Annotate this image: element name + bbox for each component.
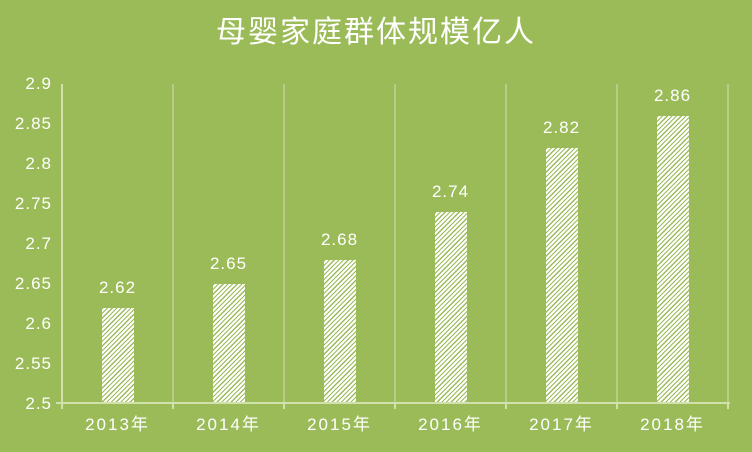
bar (656, 116, 689, 402)
bar-value-label: 2.74 (431, 182, 470, 201)
x-axis-label: 2017年 (529, 415, 594, 434)
bar-value-label: 2.65 (209, 254, 248, 273)
y-axis-label: 2.65 (14, 274, 52, 293)
axis-tick (283, 404, 285, 409)
y-axis-label: 2.9 (25, 74, 52, 93)
category-gridline (616, 84, 618, 404)
bar (212, 284, 245, 402)
bar-value-label: 2.68 (320, 230, 359, 249)
y-axis-label: 2.8 (25, 154, 52, 173)
axis-tick (727, 404, 729, 409)
bar (323, 260, 356, 402)
bar-value-label: 2.82 (542, 118, 581, 137)
y-axis-label: 2.75 (14, 194, 52, 213)
plot-area: 2.62 2013年 2.65 2014年 2.68 2015年 2.74 2016年 2.82… (56, 84, 730, 434)
bar-value-label: 2.86 (653, 86, 692, 105)
x-axis-label: 2018年 (640, 415, 705, 434)
bar-value-label: 2.62 (98, 278, 137, 297)
category-gridline (283, 84, 285, 404)
y-axis-label: 2.5 (25, 394, 52, 413)
value-axis-line (61, 84, 63, 404)
axis-tick (394, 404, 396, 409)
axis-tick (61, 404, 63, 409)
category-axis-line (56, 402, 730, 404)
axis-tick (616, 404, 618, 409)
y-axis-label: 2.7 (25, 234, 52, 253)
category-gridline (394, 84, 396, 404)
bar (101, 308, 134, 402)
x-axis-label: 2015年 (307, 415, 372, 434)
y-axis-label: 2.85 (14, 114, 52, 133)
bar (434, 212, 467, 402)
x-axis-label: 2014年 (196, 415, 261, 434)
axis-tick (505, 404, 507, 409)
y-axis-label: 2.55 (14, 354, 52, 373)
chart-title: 母婴家庭群体规模亿人 (216, 15, 536, 50)
x-axis-label: 2013年 (85, 415, 150, 434)
bar (545, 148, 578, 402)
category-gridline (727, 84, 729, 404)
y-axis-label: 2.6 (25, 314, 52, 333)
category-gridline (172, 84, 174, 404)
x-axis-label: 2016年 (418, 415, 483, 434)
category-gridline (505, 84, 507, 404)
axis-tick (172, 404, 174, 409)
